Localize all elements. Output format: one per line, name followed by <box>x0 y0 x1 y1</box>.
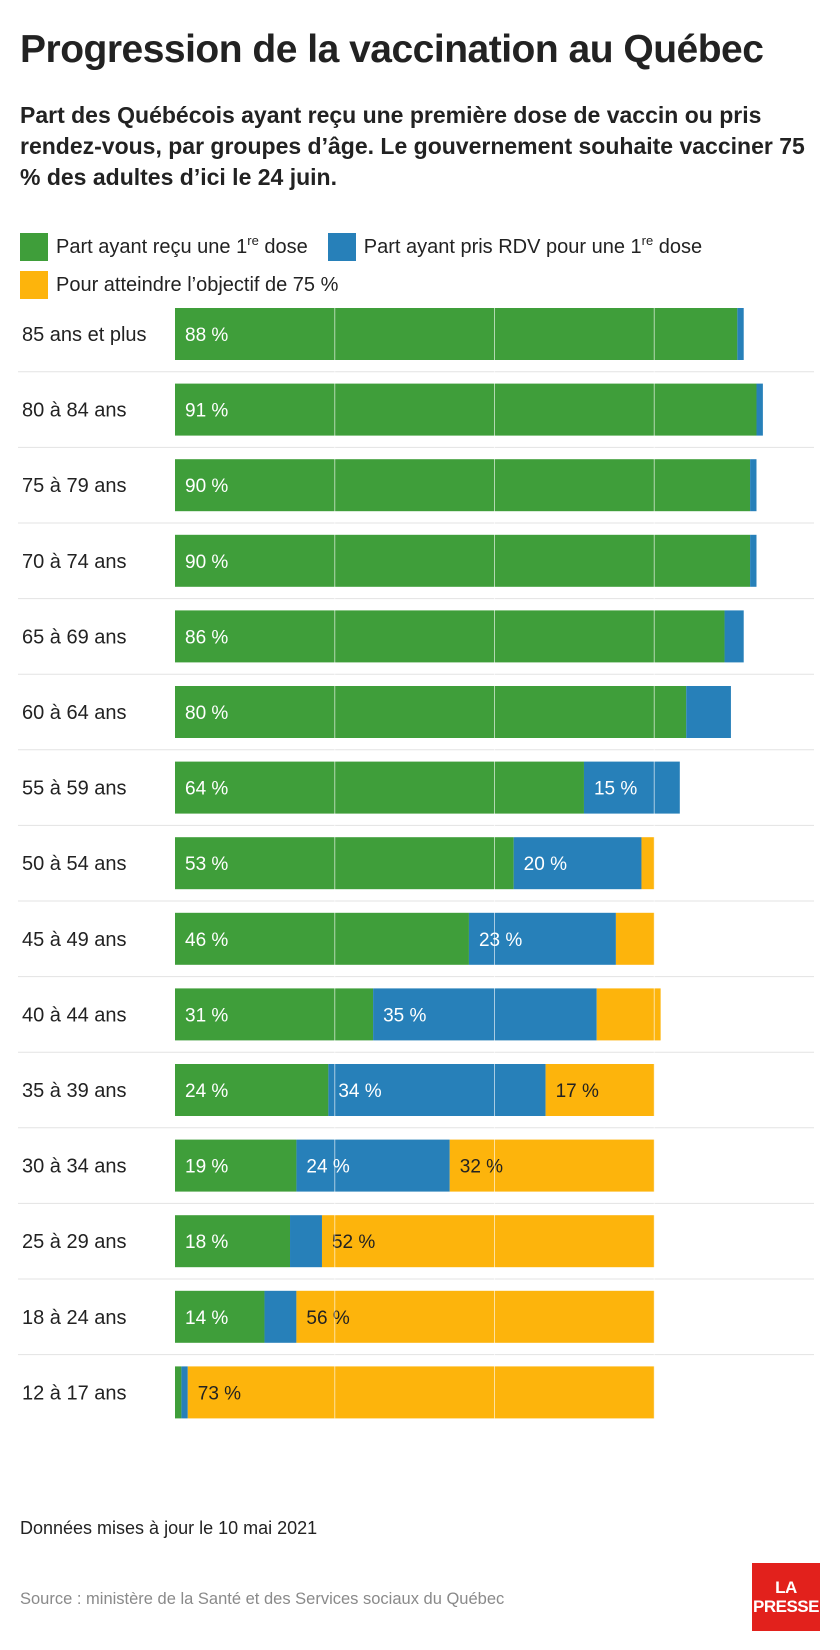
data-label-dose: 64 % <box>185 779 228 800</box>
category-label: 40 à 44 ans <box>22 1004 127 1026</box>
bar-segment-dose <box>175 459 751 512</box>
source-note: Source : ministère de la Santé et des Se… <box>20 1590 505 1608</box>
legend-label-rdv: Part ayant pris RDV pour une 1re dose <box>363 233 703 258</box>
data-label-rdv: 23 % <box>479 930 522 951</box>
bar-segment-dose <box>175 610 725 663</box>
data-label-dose: 14 % <box>185 1308 228 1329</box>
category-label: 85 ans et plus <box>22 324 147 346</box>
bar-segment-dose <box>175 988 374 1041</box>
bar-segment-objectif <box>596 988 661 1041</box>
category-label: 70 à 74 ans <box>22 551 127 573</box>
bar-segment-objectif <box>449 1139 655 1192</box>
category-label: 45 à 49 ans <box>22 929 127 951</box>
data-label-rdv: 34 % <box>338 1081 381 1102</box>
data-label-dose: 53 % <box>185 854 228 875</box>
data-label-rdv: 24 % <box>306 1157 349 1178</box>
data-label-dose: 90 % <box>185 476 228 497</box>
update-note: Données mises à jour le 10 mai 2021 <box>20 1518 318 1538</box>
category-label: 55 à 59 ans <box>22 778 127 800</box>
legend-swatch-objectif <box>20 271 48 299</box>
legend-item-rdv: Part ayant pris RDV pour une 1re dose <box>327 232 703 262</box>
data-label-rdv: 35 % <box>383 1005 426 1026</box>
stacked-bar-chart: 85 ans et plus 88 % 80 à 84 ans 91 % 75 à 79… <box>18 290 814 1419</box>
category-label: 50 à 54 ans <box>22 853 127 875</box>
bar-segment-rdv <box>756 383 763 436</box>
bar-segment-rdv <box>296 1139 450 1192</box>
bar-segment-rdv <box>373 988 597 1041</box>
bar-segment-rdv <box>328 1064 546 1116</box>
category-label: 35 à 39 ans <box>22 1080 127 1102</box>
data-label-dose: 90 % <box>185 552 228 573</box>
category-label: 75 à 79 ans <box>22 475 127 497</box>
bar-segment-objectif <box>296 1290 655 1343</box>
legend-item-dose: Part ayant reçu une 1re dose <box>20 232 308 262</box>
data-label-dose: 18 % <box>185 1232 228 1253</box>
bar-segment-dose <box>175 534 751 587</box>
bar-segment-rdv <box>724 610 744 663</box>
bar-segment-rdv <box>583 761 680 814</box>
data-label-rdv: 20 % <box>524 854 567 875</box>
bar-segment-dose <box>175 308 738 360</box>
legend: Part ayant reçu une 1re dose Part ayant … <box>20 228 820 304</box>
data-label-objectif: 17 % <box>556 1081 599 1102</box>
bar-segment-rdv <box>264 1290 297 1343</box>
bar-segment-objectif <box>545 1064 655 1116</box>
data-label-dose: 80 % <box>185 703 228 724</box>
bar-segment-dose <box>175 1366 182 1419</box>
bar-segment-rdv <box>686 686 731 738</box>
data-label-objectif: 73 % <box>198 1383 241 1404</box>
legend-label-objectif: Pour atteindre l’objectif de 75 % <box>56 274 339 296</box>
bar-segment-dose <box>175 761 584 814</box>
bar-segment-dose <box>175 1139 297 1192</box>
bar-segment-objectif <box>321 1215 655 1268</box>
bar-segment-dose <box>175 383 757 436</box>
category-label: 25 à 29 ans <box>22 1231 127 1253</box>
chart-subtitle: Part des Québécois ayant reçu une premiè… <box>20 102 805 190</box>
bar-segment-rdv <box>290 1215 322 1268</box>
bar-segment-dose <box>175 1064 329 1116</box>
data-label-dose: 86 % <box>185 627 228 648</box>
data-label-dose: 19 % <box>185 1157 228 1178</box>
bar-segment-objectif <box>187 1366 655 1419</box>
data-label-dose: 24 % <box>185 1081 228 1102</box>
category-label: 18 à 24 ans <box>22 1307 127 1329</box>
bar-segment-rdv <box>750 459 757 512</box>
bar-segment-objectif <box>641 837 655 890</box>
data-label-objectif: 56 % <box>306 1308 349 1329</box>
bar-segment-objectif <box>615 912 655 965</box>
legend-swatch-dose <box>20 233 48 261</box>
category-label: 80 à 84 ans <box>22 400 127 422</box>
legend-swatch-rdv <box>327 233 356 261</box>
data-label-dose: 31 % <box>185 1005 228 1026</box>
bar-segment-dose <box>175 912 469 965</box>
la-presse-logo: LA PRESSE <box>752 1563 820 1631</box>
legend-label-dose: Part ayant reçu une 1re dose <box>56 233 308 258</box>
data-label-objectif: 32 % <box>460 1157 503 1178</box>
legend-item-objectif: Pour atteindre l’objectif de 75 % <box>20 270 338 300</box>
bar-segment-rdv <box>750 534 757 587</box>
bar-segment-dose <box>175 1215 291 1268</box>
bar-segment-rdv <box>468 912 616 965</box>
category-label: 60 à 64 ans <box>22 702 127 724</box>
chart-title: Progression de la vaccination au Québec <box>20 28 764 71</box>
data-label-dose: 46 % <box>185 930 228 951</box>
category-label: 65 à 69 ans <box>22 626 127 648</box>
bar-segment-dose <box>175 837 514 890</box>
category-label: 12 à 17 ans <box>22 1382 127 1404</box>
data-label-dose: 91 % <box>185 401 228 422</box>
data-label-objectif: 52 % <box>332 1232 375 1253</box>
category-label: 30 à 34 ans <box>22 1156 127 1178</box>
bar-segment-dose <box>175 1290 265 1343</box>
bar-segment-rdv <box>737 308 744 360</box>
bar-segment-rdv <box>181 1366 188 1419</box>
bar-segment-rdv <box>513 837 642 890</box>
data-label-dose: 88 % <box>185 325 228 346</box>
bar-segment-dose <box>175 686 687 738</box>
data-label-rdv: 15 % <box>594 779 637 800</box>
